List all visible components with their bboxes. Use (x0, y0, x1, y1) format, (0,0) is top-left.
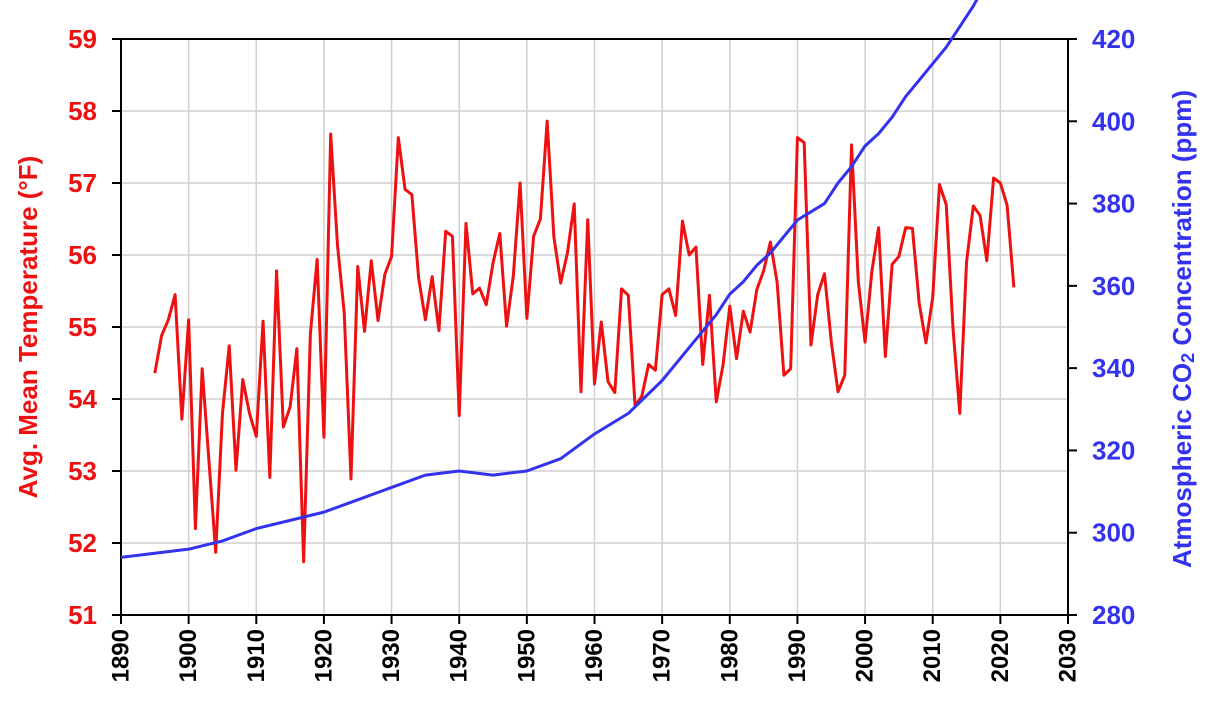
left-tick-label-56: 56 (68, 240, 97, 270)
left-tick-label-58: 58 (68, 96, 97, 126)
left-tick-label-54: 54 (68, 384, 97, 414)
left-tick-label-53: 53 (68, 456, 97, 486)
right-tick-label-360: 360 (1092, 271, 1135, 301)
right-tick-label-420: 420 (1092, 24, 1135, 54)
right-tick-label-380: 380 (1092, 189, 1135, 219)
temperature-series-line (153, 119, 1016, 564)
co2-series-line (120, 0, 979, 559)
right-axis-label-part1: Atmospheric CO (1167, 363, 1197, 568)
x-tick-label-2010: 2010 (919, 629, 946, 682)
left-axis-label: Avg. Mean Temperature (°F) (13, 156, 43, 499)
x-tick-label-1950: 1950 (513, 629, 540, 682)
x-tick-label-1900: 1900 (175, 629, 202, 682)
x-axis-tick-labels: 1890 1900 1910 1920 1930 1940 1950 1960 1970 1980… (108, 629, 1082, 682)
left-tick-label-55: 55 (68, 312, 97, 342)
right-tick-label-340: 340 (1092, 353, 1135, 383)
left-axis-tick-labels: 51 52 53 54 55 56 57 58 59 (68, 24, 97, 630)
right-tick-label-400: 400 (1092, 106, 1135, 136)
x-tick-label-1990: 1990 (784, 629, 811, 682)
x-tick-label-2030: 2030 (1055, 629, 1082, 682)
x-tick-label-1930: 1930 (378, 629, 405, 682)
right-axis-tick-labels: 280 300 320 340 360 380 400 420 (1092, 24, 1135, 630)
x-tick-label-1890: 1890 (108, 629, 135, 682)
left-tick-label-52: 52 (68, 528, 97, 558)
x-tick-label-1960: 1960 (581, 629, 608, 682)
right-tick-label-280: 280 (1092, 600, 1135, 630)
x-tick-label-1920: 1920 (310, 629, 337, 682)
right-tick-label-300: 300 (1092, 518, 1135, 548)
x-tick-label-1980: 1980 (716, 629, 743, 682)
left-tick-label-51: 51 (68, 600, 97, 630)
right-axis-label: Atmospheric CO2 Concentration (ppm) (1167, 90, 1198, 568)
x-tick-label-1910: 1910 (243, 629, 270, 682)
x-tick-label-2000: 2000 (852, 629, 879, 682)
right-axis-label-subscript: 2 (1178, 353, 1198, 363)
x-tick-label-1940: 1940 (446, 629, 473, 682)
right-tick-label-320: 320 (1092, 435, 1135, 465)
left-tick-label-57: 57 (68, 168, 97, 198)
tick-marks (112, 38, 1077, 624)
x-tick-label-2020: 2020 (987, 629, 1014, 682)
x-tick-label-1970: 1970 (649, 629, 676, 682)
grid-lines (121, 39, 1068, 615)
series-lines (120, 0, 1016, 564)
right-axis-label-part2: Concentration (ppm) (1167, 90, 1197, 353)
left-tick-label-59: 59 (68, 24, 97, 54)
